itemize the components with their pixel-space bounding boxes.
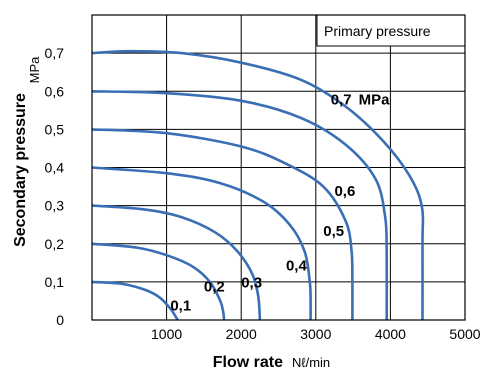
x-axis-title: Flow rate [213,354,283,371]
x-tick-label: 2000 [226,326,257,342]
y-axis-title-group: Secondary pressure MPa [12,56,42,247]
tick-labels: 1000 2000 3000 4000 500000,10,20,30,40,50,60… [45,45,481,342]
pressure-curve [91,49,425,321]
curve-label: 0,2 [204,278,225,295]
y-tick-label: 0,3 [45,198,65,214]
y-tick-label: 0,2 [45,236,65,252]
x-axis-unit: Nℓ/min [292,355,330,370]
x-tick-label: 5000 [449,326,480,342]
curve-label: 0,4 [286,257,308,274]
pressure-curves [91,49,425,321]
primary-pressure-title: Primary pressure [324,23,431,39]
y-tick-label: 0,4 [45,160,65,176]
y-tick-label: 0,1 [45,274,65,290]
y-tick-label: 0,7 [45,45,65,61]
pressure-curve [91,166,312,321]
y-axis-unit: MPa [27,56,42,84]
pressure-curve [91,280,179,321]
curve-label-unit: MPa [359,92,391,109]
x-tick-label: 4000 [375,326,406,342]
grid [92,15,465,320]
x-tick-label: 3000 [300,326,331,342]
y-axis-title: Secondary pressure [12,93,29,247]
y-tick-label: 0,5 [45,121,65,137]
curve-labels: 0,1 0,2 0,3 0,4 0,5 0,6 0,7 MPa [170,92,390,315]
y-tick-label: 0,6 [45,83,65,99]
pressure-curve [91,90,389,321]
y-tick-label: 0 [56,312,64,328]
curve-label: 0,6 [334,183,355,200]
plot-frame [91,14,466,321]
curve-label: 0,7 MPa [331,92,390,109]
curve-label: 0,5 [323,223,344,240]
pressure-curve [91,242,226,321]
curve-label: 0,3 [241,275,262,292]
curve-label: 0,1 [170,297,191,314]
pressure-curve [91,128,354,321]
pressure-curve [91,204,262,321]
x-tick-label: 1000 [151,326,182,342]
